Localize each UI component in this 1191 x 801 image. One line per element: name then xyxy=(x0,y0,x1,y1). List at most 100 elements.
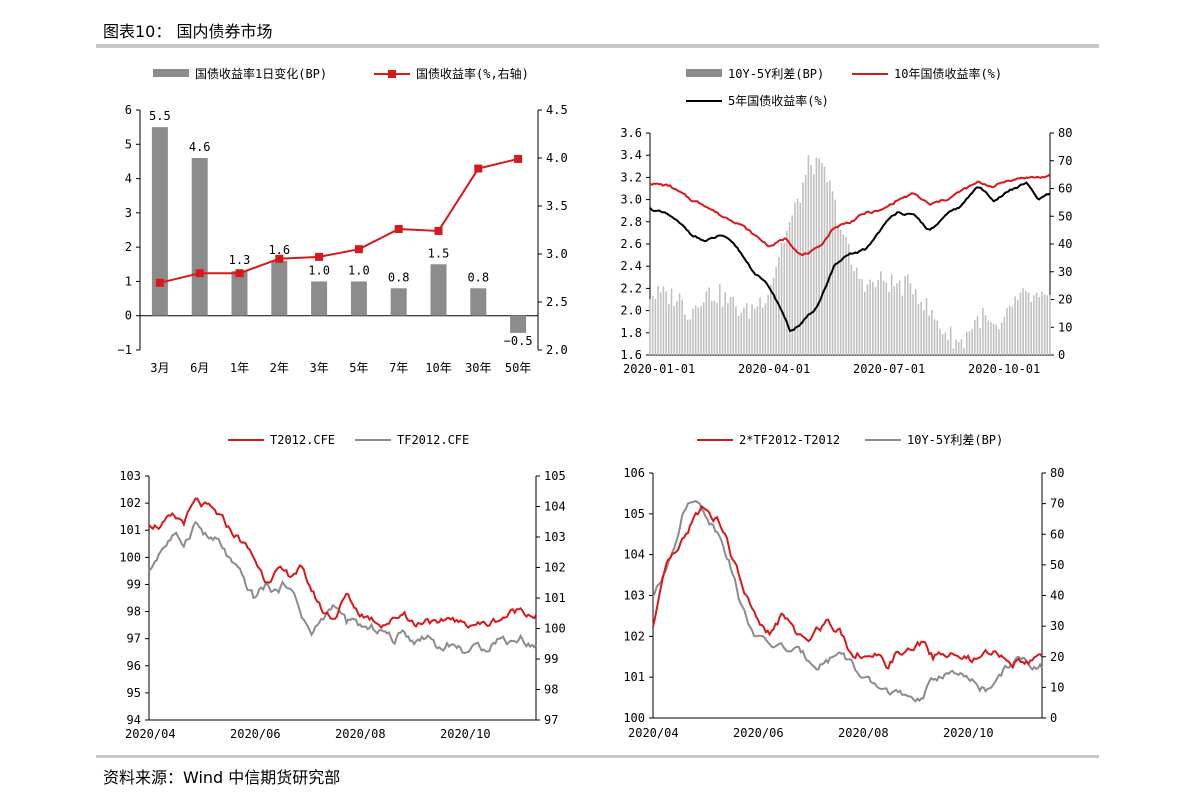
c1-yield-marker xyxy=(354,245,363,254)
c2-left-tick-label: 2.8 xyxy=(620,215,642,229)
c2-spread-bar xyxy=(1033,295,1035,355)
c1-right-tick-label: 2.0 xyxy=(546,343,568,357)
c1-yield-line xyxy=(159,157,519,284)
c2-spread-bar xyxy=(686,319,689,355)
c2-legend-bar-label: 10Y-5Y利差(BP) xyxy=(728,67,824,81)
c2-spread-bar xyxy=(794,202,796,355)
c3-left-tick-label: 95 xyxy=(127,686,141,700)
c2-spread-bar xyxy=(756,306,759,355)
c2-spread-bar xyxy=(925,298,928,355)
c2-spread-bar xyxy=(839,229,842,355)
c2-spread-bar xyxy=(984,315,987,355)
c2-spread-bar xyxy=(1041,291,1043,355)
c3-left-tick-label: 97 xyxy=(127,632,141,646)
c3-right-tick-label: 97 xyxy=(544,713,558,727)
c2-spread-bar xyxy=(826,182,828,355)
c3-right-tick-label: 100 xyxy=(544,622,566,636)
c2-spread-bar xyxy=(872,281,874,355)
c4-x-tick-label: 2020/04 xyxy=(628,726,679,740)
c2-spread-bar xyxy=(831,191,834,355)
c2-spread-bar xyxy=(786,230,788,355)
c2-spread-bar xyxy=(689,319,692,355)
c1-bar-value-label: 1.0 xyxy=(348,263,370,277)
c2-spread-bar xyxy=(842,234,845,355)
c1-bar xyxy=(191,158,208,316)
c1-left-tick-label: 3 xyxy=(125,206,132,220)
c2-right-tick-label: 80 xyxy=(1058,126,1072,140)
c4-left-tick-label: 101 xyxy=(623,670,645,684)
c3-right-tick-label: 101 xyxy=(544,591,566,605)
c1-left-tick-label: 2 xyxy=(125,240,132,254)
c2-left-tick-label: 3.2 xyxy=(620,170,642,184)
c1-category-label: 30年 xyxy=(465,361,491,375)
c2-spread-bar xyxy=(1019,292,1022,355)
c2-spread-bar xyxy=(713,301,716,355)
c2-spread-bar xyxy=(888,291,890,355)
c2-spread-bar xyxy=(882,280,885,355)
c2-right-tick-label: 40 xyxy=(1058,237,1072,251)
c1-yield-marker xyxy=(275,254,284,263)
c1-bar-value-label: 1.0 xyxy=(308,263,330,277)
c2-spread-bar xyxy=(751,304,753,355)
c1-yield-marker xyxy=(195,269,204,278)
c2-spread-bar xyxy=(960,339,963,355)
c2-spread-bar xyxy=(990,322,992,355)
c2-spread-bar xyxy=(764,303,767,355)
c2-spread-bar xyxy=(702,302,705,355)
c1-bar xyxy=(350,281,367,316)
c2-spread-bar xyxy=(807,155,810,355)
c2-spread-bar xyxy=(761,307,764,355)
c1-left-tick-label: 0 xyxy=(125,309,132,323)
c2-spread-bar xyxy=(1022,288,1024,355)
c2-spread-bar xyxy=(992,323,995,355)
c3-right-tick-label: 103 xyxy=(544,530,566,544)
c1-bar-value-label: 1.3 xyxy=(229,253,251,267)
c2-spread-bar xyxy=(947,339,949,355)
c3-x-tick-label: 2020/04 xyxy=(125,727,176,741)
c2-spread-bar xyxy=(665,291,667,355)
c1-yield-marker xyxy=(434,226,443,235)
c2-spread-bar xyxy=(772,277,775,355)
c2-spread-bar xyxy=(684,314,686,355)
c2-spread-bar xyxy=(1008,305,1011,355)
c1-legend-line-label: 国债收益率(%,右轴) xyxy=(416,66,529,81)
c2-legend-bar-swatch xyxy=(686,69,722,77)
c1-yield-marker xyxy=(394,225,403,234)
c4-2tf-t-line xyxy=(652,504,1043,670)
c1-category-label: 1年 xyxy=(230,361,249,375)
c2-right-tick-label: 30 xyxy=(1058,265,1072,279)
c2-spread-bar xyxy=(1000,322,1003,355)
c1-category-label: 10年 xyxy=(425,361,451,375)
c2-spread-bar xyxy=(979,328,982,355)
c1-category-label: 3年 xyxy=(309,361,328,375)
c2-spread-bar xyxy=(697,307,700,355)
c4-left-tick-label: 102 xyxy=(623,629,645,643)
c2-spread-bar xyxy=(821,163,823,355)
c2-spread-bar xyxy=(748,318,751,355)
c3-left-tick-label: 96 xyxy=(127,659,141,673)
c2-spread-bar xyxy=(804,174,807,355)
c2-left-tick-label: 1.6 xyxy=(620,348,642,362)
c2-spread-bar xyxy=(912,294,914,355)
c2-spread-bar xyxy=(965,331,968,355)
c1-legend-line-marker xyxy=(388,70,396,78)
c2-spread-bar xyxy=(796,198,799,355)
c2-spread-bar xyxy=(651,295,654,355)
c2-spread-bar xyxy=(678,293,681,355)
c1-yield-marker xyxy=(235,269,244,278)
c1-bar-value-label: 1.6 xyxy=(268,243,290,257)
c1-bar xyxy=(311,281,328,316)
c2-right-tick-label: 50 xyxy=(1058,209,1072,223)
c2-spread-bar xyxy=(866,284,869,355)
c2-spread-bar xyxy=(791,215,794,355)
c2-spread-bar xyxy=(855,267,858,355)
c4-right-tick-label: 20 xyxy=(1050,650,1064,664)
c3-left-tick-label: 100 xyxy=(119,550,141,564)
c2-spread-bar xyxy=(743,307,745,355)
c2-spread-bar xyxy=(944,332,947,355)
c2-spread-bar xyxy=(909,283,912,355)
c2-spread-bar xyxy=(799,202,802,355)
c2-spread-bar xyxy=(670,288,673,355)
c2-x-tick-label: 2020-04-01 xyxy=(738,362,810,376)
c4-right-tick-label: 30 xyxy=(1050,619,1064,633)
